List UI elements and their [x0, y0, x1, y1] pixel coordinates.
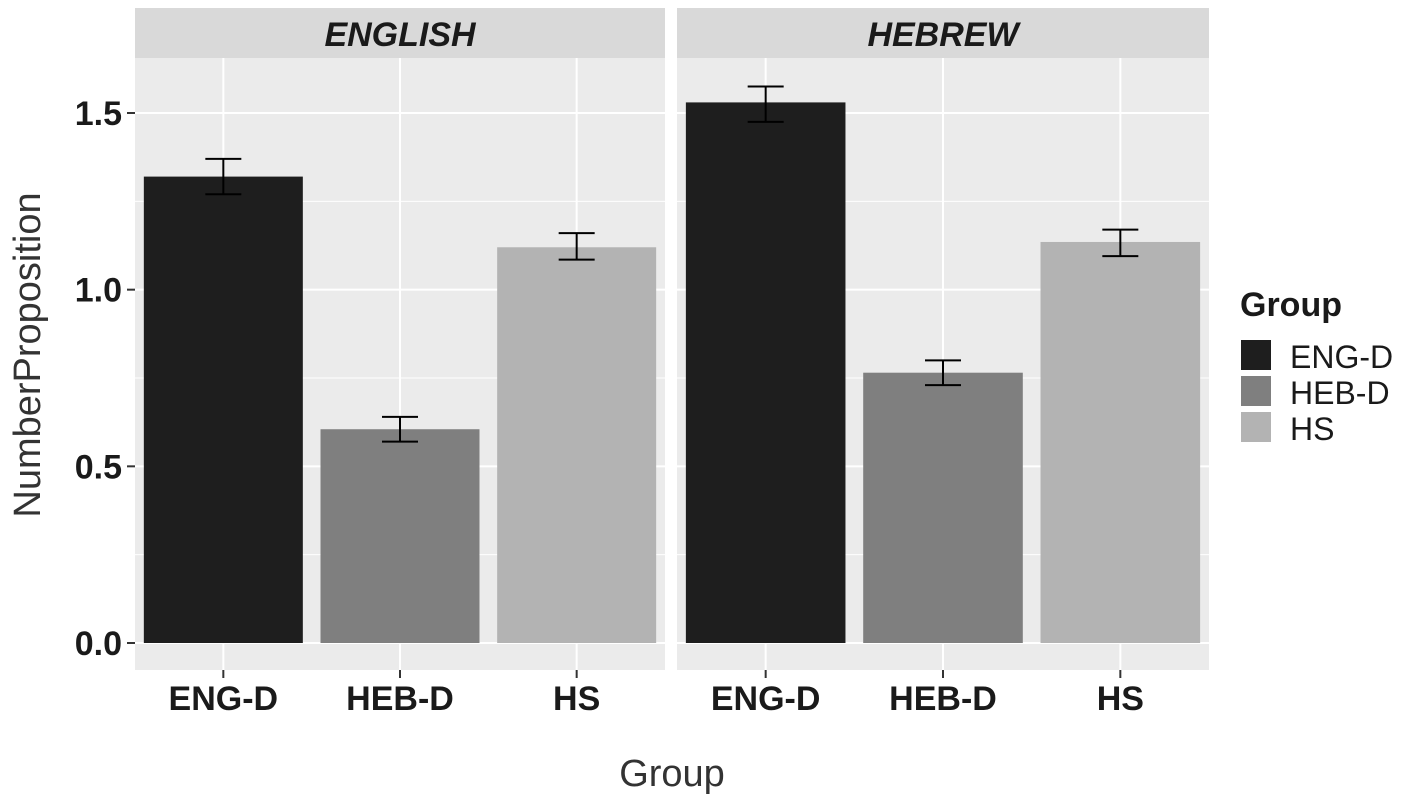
bar-eng-d — [685, 102, 846, 643]
error-bar — [747, 85, 784, 123]
facet-title-english: ENGLISH — [324, 16, 477, 54]
y-tick-label: 1.5 — [75, 95, 122, 133]
legend-label-eng-d: ENG-D — [1290, 339, 1393, 375]
y-tick-label: 0.5 — [75, 448, 122, 486]
legend: Group ENG-D HEB-D HS — [1240, 286, 1393, 447]
x-tick-label: HS — [553, 680, 600, 718]
x-tick-label: HS — [1097, 680, 1144, 718]
error-bar — [1102, 228, 1139, 258]
x-tick-label: ENG-D — [169, 680, 279, 718]
legend-key-eng-d — [1241, 340, 1271, 370]
x-tick-label: ENG-D — [711, 680, 821, 718]
x-tick-label: HEB-D — [889, 680, 997, 718]
error-bar — [925, 359, 961, 387]
error-bar — [382, 415, 418, 443]
bar-hs — [1040, 241, 1201, 643]
y-tick-label: 0.0 — [75, 625, 122, 663]
bar-eng-d — [143, 176, 303, 643]
y-axis-title: NumberProposition — [7, 192, 49, 517]
facet-strip — [135, 8, 665, 58]
facet-title-hebrew: HEBREW — [867, 16, 1021, 54]
legend-label-heb-d: HEB-D — [1290, 375, 1390, 411]
legend-label-hs: HS — [1290, 411, 1334, 447]
error-bar — [205, 157, 242, 196]
bar-heb-d — [320, 429, 480, 643]
error-bar — [558, 232, 595, 261]
x-tick-label: HEB-D — [346, 680, 454, 718]
legend-key-heb-d — [1241, 376, 1271, 406]
facet-strip — [677, 8, 1209, 58]
bar-heb-d — [863, 372, 1023, 643]
legend-key-hs — [1241, 412, 1271, 442]
x-axis-title: Group — [619, 753, 725, 795]
bar-hs — [497, 247, 657, 643]
y-tick-label: 1.0 — [75, 272, 122, 310]
legend-title: Group — [1240, 286, 1342, 324]
